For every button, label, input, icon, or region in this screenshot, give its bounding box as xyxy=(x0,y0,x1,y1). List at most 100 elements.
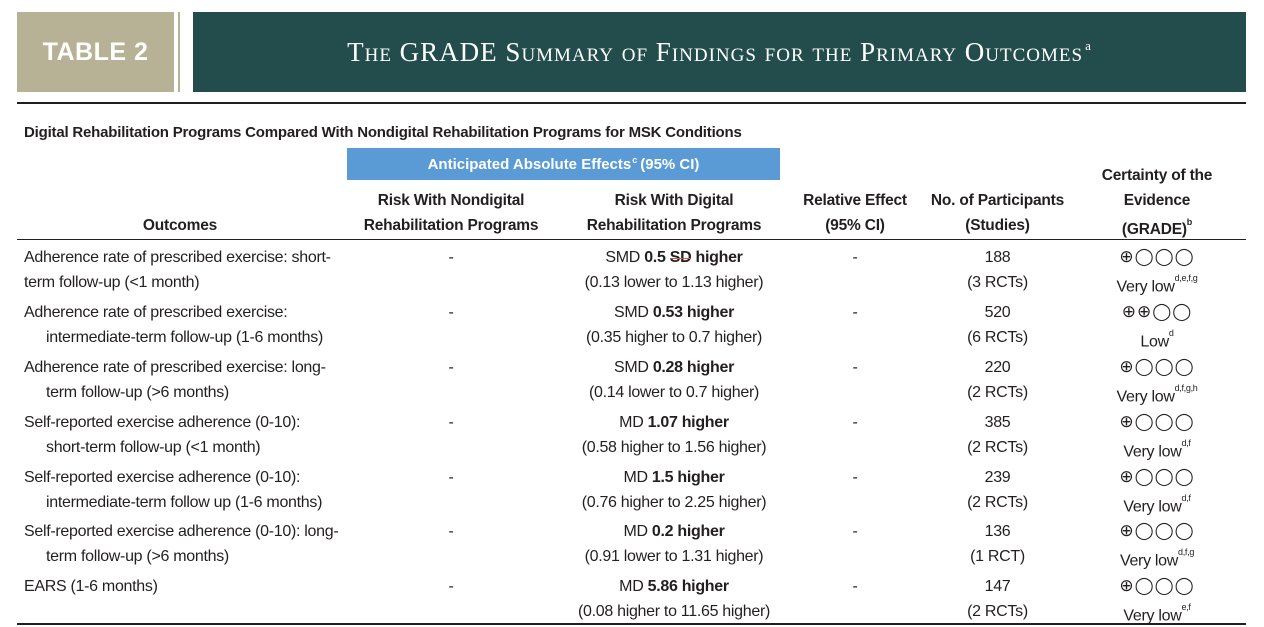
studies-count: (1 RCT) xyxy=(970,548,1025,565)
col-header-participants-line2: (Studies) xyxy=(965,217,1030,234)
col-header-relative-line1: Relative Effect xyxy=(803,192,907,209)
digital-estimate: MD 1.07 higher xyxy=(560,410,788,435)
studies-count: (2 RCTs) xyxy=(967,439,1028,456)
outcome-cell: Adherence rate of prescribed exercise: in… xyxy=(24,300,344,350)
nondigital-cell: - xyxy=(448,359,454,376)
grade-rating: Very lowd,f xyxy=(1082,435,1232,464)
nondigital-cell: - xyxy=(448,414,454,431)
outcome-line2: term follow-up (>6 months) xyxy=(46,384,229,401)
digital-estimate: SMD 0.28 higher xyxy=(560,355,788,380)
certainty-cell: ⊕◯◯◯ Very lowd,f xyxy=(1082,465,1232,519)
table-title-footnote: a xyxy=(1085,38,1092,53)
participants-count: 239 xyxy=(984,469,1011,486)
table-subtitle: Digital Rehabilitation Programs Compared… xyxy=(24,124,742,141)
outcome-line2: intermediate-term follow up (1-6 months) xyxy=(46,494,323,511)
grade-rating: Very lowe,f xyxy=(1082,599,1232,627)
certainty-cell: ⊕◯◯◯ Very lowd,f,g,h xyxy=(1082,355,1232,409)
digital-prefix: MD xyxy=(619,578,644,595)
digital-cell: MD 1.07 higher (0.58 higher to 1.56 highe… xyxy=(560,410,788,460)
digital-ci: (0.58 higher to 1.56 higher) xyxy=(581,439,767,456)
digital-effect: 0.28 higher xyxy=(652,359,734,376)
col-header-participants: No. of Participants (Studies) xyxy=(925,188,1070,238)
relative-effect-cell: - xyxy=(852,469,858,486)
digital-prefix: MD xyxy=(623,523,648,540)
outcome-line1: Adherence rate of prescribed exercise: s… xyxy=(24,249,331,266)
anticipated-effects-header: Anticipated Absolute Effects c (95% CI) xyxy=(347,148,780,180)
anticipated-suffix: (95% CI) xyxy=(640,155,700,173)
col-header-participants-line1: No. of Participants xyxy=(930,192,1065,209)
table-title: The GRADE Summary of Findings for the Pr… xyxy=(193,12,1246,92)
digital-prefix: SMD xyxy=(614,304,649,321)
digital-cell: SMD 0.5 SD higher (0.13 lower to 1.13 hig… xyxy=(560,245,788,295)
col-header-nondigital-line2: Rehabilitation Programs xyxy=(363,217,539,234)
digital-cell: SMD 0.28 higher (0.14 lower to 0.7 higher… xyxy=(560,355,788,405)
studies-count: (2 RCTs) xyxy=(967,384,1028,401)
studies-count: (2 RCTs) xyxy=(967,603,1028,620)
outcome-line1: Self-reported exercise adherence (0-10): xyxy=(24,414,301,431)
digital-cell: MD 5.86 higher (0.08 higher to 11.65 high… xyxy=(560,574,788,624)
outcome-cell: Self-reported exercise adherence (0-10):… xyxy=(24,410,344,460)
certainty-cell: ⊕◯◯◯ Very lowd,f,g xyxy=(1082,519,1232,573)
col-header-certainty-line2: Evidence xyxy=(1123,192,1191,209)
studies-count: (6 RCTs) xyxy=(967,329,1028,346)
participants-cell: 520 (6 RCTs) xyxy=(925,300,1070,350)
digital-effect: 1.07 higher xyxy=(647,414,729,431)
grade-footnotes: e,f xyxy=(1181,602,1191,612)
grade-symbols-icon: ⊕◯◯◯ xyxy=(1119,576,1195,596)
grade-footnotes: d,f,g,h xyxy=(1174,383,1198,393)
digital-prefix: MD xyxy=(623,469,648,486)
digital-ci: (0.14 lower to 0.7 higher) xyxy=(588,384,760,401)
participants-count: 188 xyxy=(984,249,1011,266)
relative-effect-cell: - xyxy=(852,359,858,376)
grade-symbols-icon: ⊕◯◯◯ xyxy=(1119,412,1195,432)
header-rule xyxy=(17,239,1246,240)
participants-count: 385 xyxy=(984,414,1011,431)
table-row: Adherence rate of prescribed exercise: s… xyxy=(0,242,1264,297)
grade-rating: Very lowd,f,g,h xyxy=(1082,380,1232,409)
grade-symbols-icon: ⊕◯◯◯ xyxy=(1119,247,1195,267)
header-divider xyxy=(178,12,180,92)
col-header-nondigital: Risk With Nondigital Rehabilitation Prog… xyxy=(352,188,550,238)
outcome-line1: EARS (1-6 months) xyxy=(24,578,158,595)
grade-footnotes: d,f xyxy=(1181,438,1191,448)
grade-rating: Lowd xyxy=(1082,325,1232,354)
digital-prefix: SMD xyxy=(605,249,641,266)
digital-estimate: MD 0.2 higher xyxy=(560,519,788,544)
outcome-line2: term follow-up (>6 months) xyxy=(46,548,229,565)
participants-cell: 147 (2 RCTs) xyxy=(925,574,1070,624)
digital-ci: (0.91 lower to 1.31 higher) xyxy=(584,548,764,565)
col-header-nondigital-line1: Risk With Nondigital xyxy=(377,192,525,209)
grade-rating: Very lowd,f xyxy=(1082,490,1232,519)
col-header-digital: Risk With Digital Rehabilitation Program… xyxy=(560,188,788,238)
grade-label: Low xyxy=(1140,333,1169,351)
grade-rating: Very lowd,e,f,g xyxy=(1082,270,1232,299)
relative-effect-cell: - xyxy=(852,523,858,540)
outcome-line1: Self-reported exercise adherence (0-10): xyxy=(24,469,301,486)
digital-effect: 0.53 higher xyxy=(652,304,734,321)
relative-effect-cell: - xyxy=(852,249,858,266)
outcome-cell: Self-reported exercise adherence (0-10):… xyxy=(24,519,344,569)
relative-effect-cell: - xyxy=(852,578,858,595)
anticipated-label: Anticipated Absolute Effects xyxy=(427,155,632,173)
col-header-certainty-line3: (GRADE)b xyxy=(1082,213,1232,242)
participants-cell: 239 (2 RCTs) xyxy=(925,465,1070,515)
table-row: EARS (1-6 months) - MD 5.86 higher (0.08 hi… xyxy=(0,571,1264,626)
table-row: Adherence rate of prescribed exercise: l… xyxy=(0,352,1264,407)
certainty-cell: ⊕◯◯◯ Very lowe,f xyxy=(1082,574,1232,627)
participants-cell: 188 (3 RCTs) xyxy=(925,245,1070,295)
participants-cell: 136 (1 RCT) xyxy=(925,519,1070,569)
nondigital-cell: - xyxy=(448,469,454,486)
relative-effect-cell: - xyxy=(852,304,858,321)
digital-effect: 0.5 xyxy=(644,249,666,266)
table-row: Self-reported exercise adherence (0-10):… xyxy=(0,407,1264,462)
outcome-cell: Self-reported exercise adherence (0-10):… xyxy=(24,465,344,515)
table-title-text: The GRADE Summary of Findings for the Pr… xyxy=(347,36,1084,67)
digital-estimate: SMD 0.5 SD higher xyxy=(560,245,788,270)
table-header-banner: TABLE 2 The GRADE Summary of Findings fo… xyxy=(17,12,1246,92)
participants-cell: 385 (2 RCTs) xyxy=(925,410,1070,460)
digital-estimate: MD 1.5 higher xyxy=(560,465,788,490)
nondigital-cell: - xyxy=(448,578,454,595)
participants-count: 520 xyxy=(984,304,1011,321)
grade-symbols-icon: ⊕◯◯◯ xyxy=(1119,357,1195,377)
grade-symbols-icon: ⊕◯◯◯ xyxy=(1119,467,1195,487)
